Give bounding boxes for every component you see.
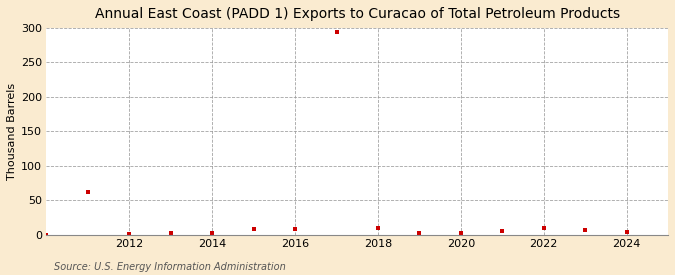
- Text: Source: U.S. Energy Information Administration: Source: U.S. Energy Information Administ…: [54, 262, 286, 272]
- Title: Annual East Coast (PADD 1) Exports to Curacao of Total Petroleum Products: Annual East Coast (PADD 1) Exports to Cu…: [95, 7, 620, 21]
- Y-axis label: Thousand Barrels: Thousand Barrels: [7, 82, 17, 180]
